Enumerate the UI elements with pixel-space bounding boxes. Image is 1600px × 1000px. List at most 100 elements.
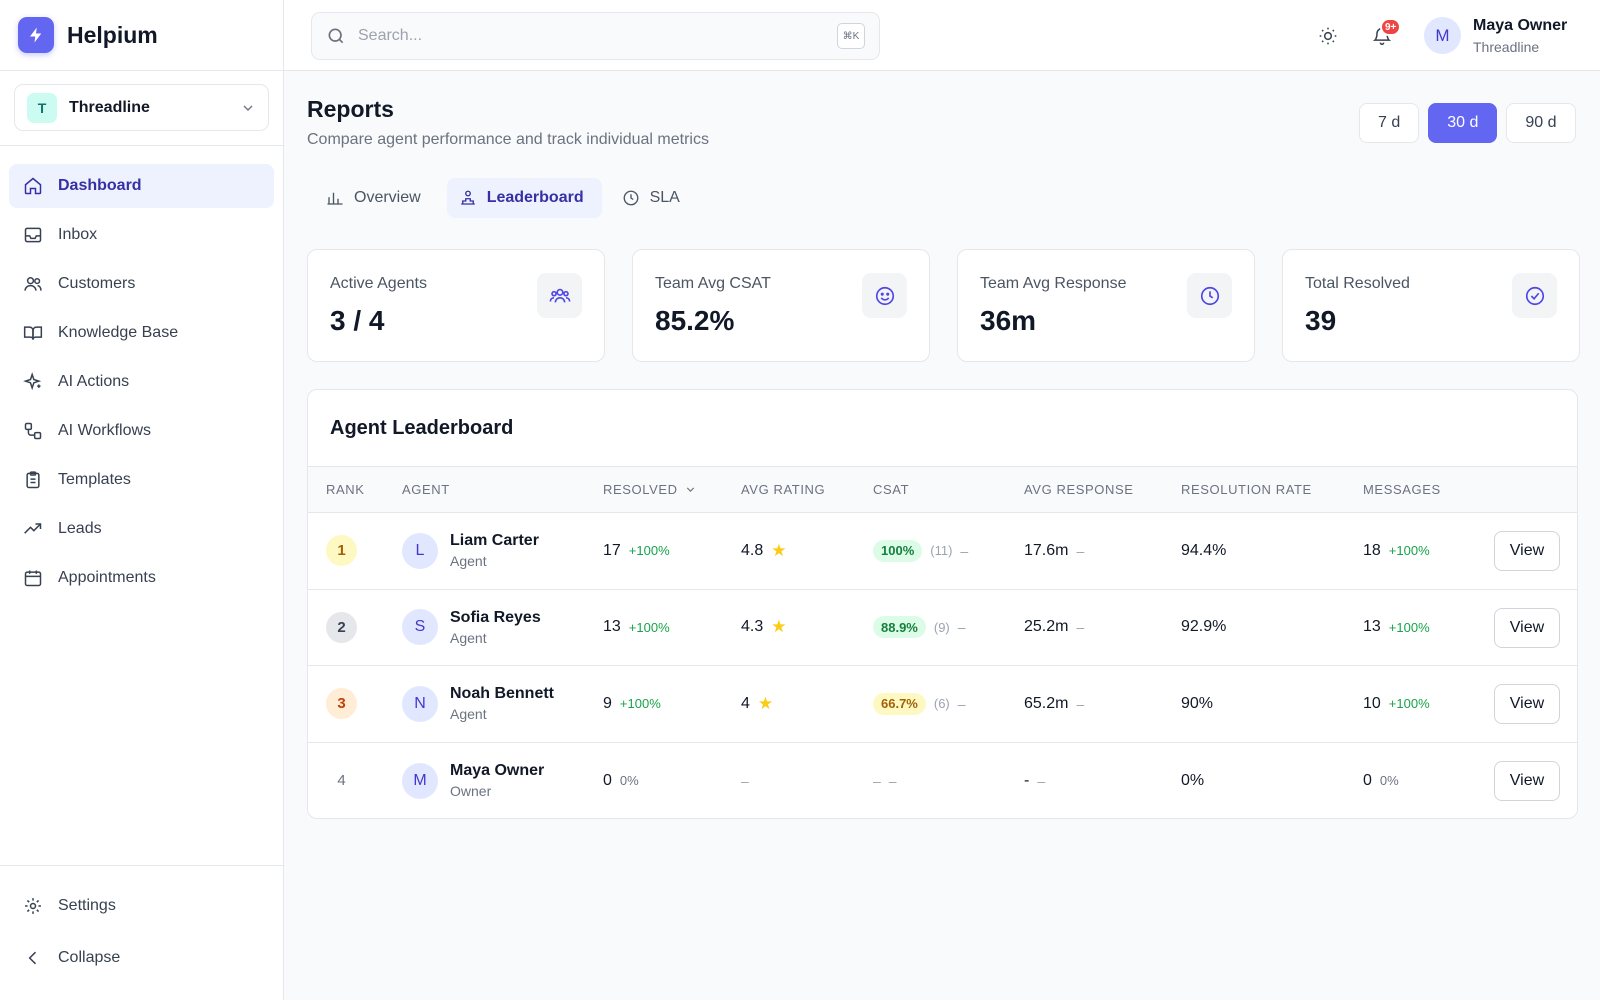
column-header-avg-response: Avg Response [1024,482,1134,497]
sidebar-item-ai-actions[interactable]: AI Actions [9,360,274,404]
table-row: 3 N Noah Bennett Agent 9 +100% 4 ★ 66.7% (6)… [308,666,1577,743]
rank-badge: 3 [326,688,357,720]
sidebar-item-dashboard[interactable]: Dashboard [9,164,274,208]
view-agent-button[interactable]: View [1494,760,1560,801]
range-7d-button[interactable]: 7 d [1359,103,1420,143]
view-agent-button[interactable]: View [1494,531,1560,571]
agent-role: Agent [450,706,487,723]
tab-label: Leaderboard [486,189,584,206]
sidebar-item-label: Customers [58,275,136,292]
check-circle-icon [1512,273,1557,318]
stat-card-team-avg-csat: Team Avg CSAT 85.2% [632,249,930,362]
csat-trend: – [957,619,966,636]
agent-name: Maya Owner [450,762,545,780]
home-icon [24,177,42,195]
workflow-icon [24,422,42,440]
app-name: Helpium [67,21,158,48]
agent-avatar: S [402,609,438,646]
tab-leaderboard[interactable]: Leaderboard [446,178,602,218]
tab-sla[interactable]: SLA [610,178,698,218]
top-header: Search... ⌘K 9+ M Maya Owner Threadline [284,0,1600,71]
range-90d-button[interactable]: 90 d [1506,103,1576,143]
resolved-value: 13 [603,618,621,636]
sidebar-footer: Settings Collapse [0,865,283,1000]
sidebar-item-settings[interactable]: Settings [9,884,274,928]
resolved-delta: 0% [619,773,639,789]
response-value: 65.2m [1024,694,1069,712]
stat-value: 39 [1305,305,1337,336]
agent-avatar: N [402,685,438,722]
rating-value: 4.8 [741,541,764,559]
stat-card-team-avg-response: Team Avg Response 36m [957,249,1255,362]
response-value: - [1024,771,1030,789]
agent-role: Agent [450,629,487,646]
rating-value: – [741,772,749,789]
sidebar-item-knowledge-base[interactable]: Knowledge Base [9,311,274,355]
column-header-label: Resolved [603,482,678,497]
chevron-down-icon [686,487,694,492]
resolution-rate-value: 90% [1181,694,1214,712]
search-bar[interactable]: Search... ⌘K [311,12,880,60]
sidebar-item-label: Templates [58,471,131,488]
clock-icon [1187,273,1232,318]
csat-count: (6) [933,696,950,712]
sidebar-item-leads[interactable]: Leads [9,507,274,551]
resolution-rate-value: 94.4% [1181,541,1227,559]
table-row: 1 L Liam Carter Agent 17 +100% 4.8 ★ 100% (1… [308,513,1577,590]
messages-value: 0 [1363,771,1372,789]
rank-badge: 4 [337,772,346,790]
tab-overview[interactable]: Overview [314,178,439,218]
theme-toggle-button[interactable] [1316,24,1340,48]
sidebar-item-templates[interactable]: Templates [9,458,274,502]
page-subtitle: Compare agent performance and track indi… [307,131,709,148]
sidebar-item-ai-workflows[interactable]: AI Workflows [9,409,274,453]
response-trend: – [1076,542,1085,559]
collapse-button[interactable]: Collapse [9,936,274,980]
clipboard-icon [26,471,40,489]
sidebar-item-appointments[interactable]: Appointments [9,556,274,600]
range-30d-button[interactable]: 30 d [1428,103,1498,143]
csat-trend: – [960,542,969,559]
view-agent-button[interactable]: View [1494,684,1560,724]
star-icon: ★ [771,540,787,560]
bar-chart-icon [327,192,343,205]
sidebar-item-label: Inbox [58,226,98,243]
leaderboard-title: Agent Leaderboard [308,390,1577,467]
resolved-delta: +100% [628,619,670,635]
response-trend: – [1076,695,1085,712]
agent-name: Sofia Reyes [450,608,541,626]
agent-leaderboard: Agent Leaderboard Rank Agent Resolved Av… [307,389,1578,819]
users-icon [24,277,42,291]
column-header-agent: Agent [402,482,450,497]
sidebar-item-label: AI Workflows [58,422,152,439]
stat-cards: Active Agents 3 / 4 Team Avg CSAT 85.2% … [307,249,1580,362]
csat-count: (11) [930,543,953,559]
resolved-value: 17 [603,541,621,559]
tab-label: Overview [354,189,421,206]
response-trend: – [1076,619,1085,636]
messages-value: 13 [1363,618,1381,636]
stat-value: 36m [980,305,1037,336]
search-input[interactable]: Search... [358,27,423,44]
workspace-switcher[interactable]: T Threadline [14,84,269,131]
agent-name: Liam Carter [450,532,539,550]
shortcut-hint: ⌘K [837,23,865,49]
sidebar-item-inbox[interactable]: Inbox [9,213,274,257]
team-icon [537,273,582,318]
resolution-rate-value: 92.9% [1181,618,1227,636]
collapse-label: Collapse [58,949,121,966]
csat-pill: 66.7% [873,692,926,715]
resolved-value: 9 [603,694,612,712]
agent-avatar: M [402,762,438,799]
column-header-resolved[interactable]: Resolved [603,482,697,497]
resolved-delta: +100% [619,696,661,712]
view-agent-button[interactable]: View [1494,607,1560,648]
clock-icon [623,190,639,206]
chevron-down-icon [243,105,253,111]
page-title: Reports [307,96,394,122]
resolved-value: 0 [603,771,612,789]
bolt-icon [18,17,54,53]
sidebar-item-customers[interactable]: Customers [9,262,274,306]
resolved-delta: +100% [628,543,670,559]
user-avatar[interactable]: M [1424,17,1461,54]
